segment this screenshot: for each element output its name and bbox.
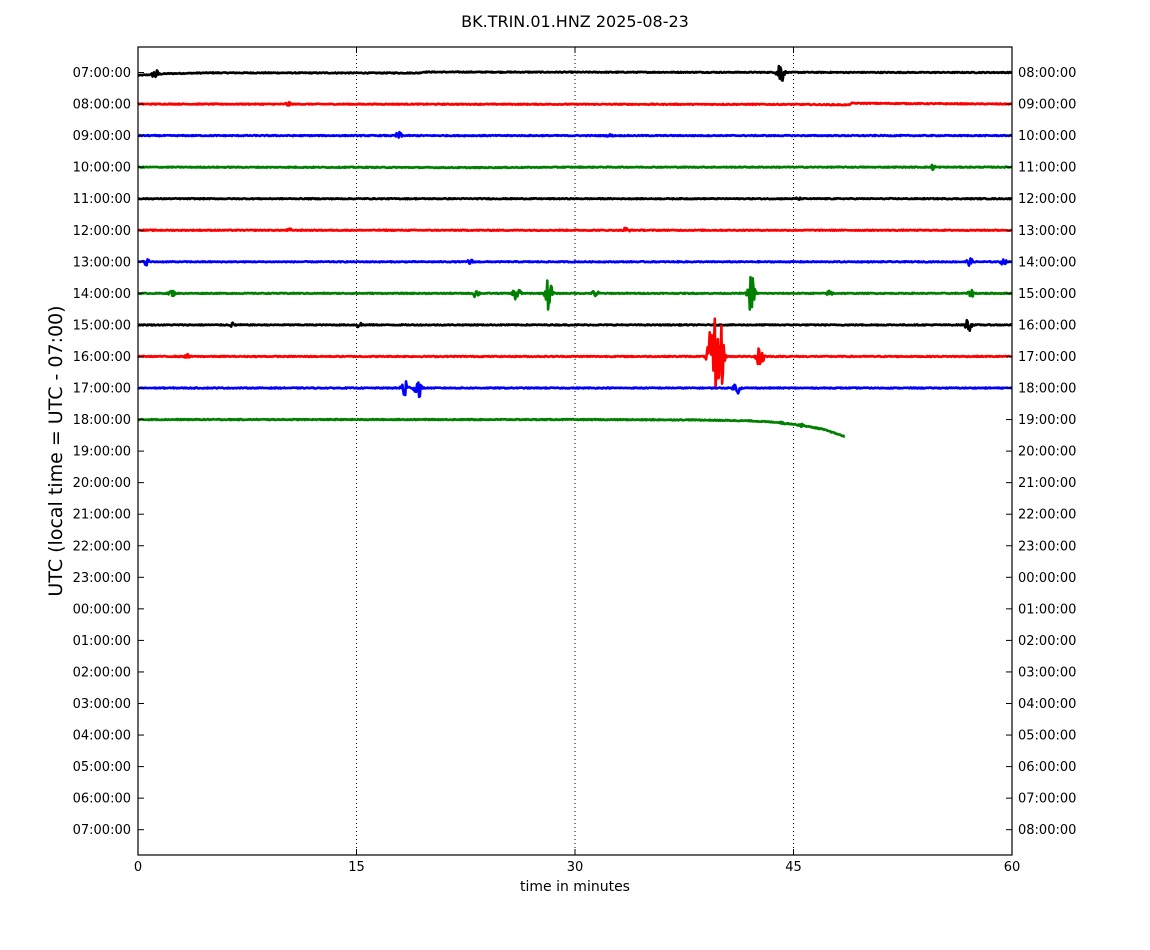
left-tick-label: 10:00:00 xyxy=(73,161,131,176)
left-tick-label: 01:00:00 xyxy=(73,634,131,649)
trace-line xyxy=(136,101,1013,107)
x-tick-label: 45 xyxy=(785,860,802,875)
y-axis-label: UTC (local time = UTC - 07:00) xyxy=(45,305,67,596)
right-tick-label: 18:00:00 xyxy=(1018,382,1076,397)
left-tick-labels: 07:00:00 08:00:00 09:00:00 10:00:00 11:00:00… xyxy=(73,66,131,838)
right-tick-label: 06:00:00 xyxy=(1018,760,1076,775)
right-tick-label: 03:00:00 xyxy=(1018,665,1076,680)
right-tick-label: 11:00:00 xyxy=(1018,161,1076,176)
left-tick-label: 22:00:00 xyxy=(73,539,131,554)
trace-line xyxy=(137,417,846,438)
x-tick-label: 60 xyxy=(1004,860,1021,875)
left-tick-label: 17:00:00 xyxy=(73,382,131,397)
right-tick-label: 00:00:00 xyxy=(1018,571,1076,586)
right-tick-label: 22:00:00 xyxy=(1018,508,1076,523)
right-tick-label: 20:00:00 xyxy=(1018,445,1076,460)
trace-line xyxy=(137,275,1013,311)
right-tick-label: 14:00:00 xyxy=(1018,255,1076,270)
right-tick-label: 16:00:00 xyxy=(1018,318,1076,333)
right-tick-label: 02:00:00 xyxy=(1018,634,1076,649)
left-tick-label: 07:00:00 xyxy=(73,66,131,81)
right-tick-label: 15:00:00 xyxy=(1018,287,1076,302)
x-tick-label: 30 xyxy=(567,860,584,875)
right-tick-label: 21:00:00 xyxy=(1018,476,1076,491)
left-tick-label: 20:00:00 xyxy=(73,476,131,491)
right-tick-label: 04:00:00 xyxy=(1018,697,1076,712)
trace-line xyxy=(137,130,1013,139)
right-tick-label: 07:00:00 xyxy=(1018,792,1076,807)
trace-line xyxy=(137,318,1013,333)
right-tick-label: 13:00:00 xyxy=(1018,224,1076,239)
trace-line xyxy=(137,163,1013,172)
right-tick-label: 17:00:00 xyxy=(1018,350,1076,365)
left-tick-label: 15:00:00 xyxy=(73,318,131,333)
right-tick-label: 08:00:00 xyxy=(1018,66,1076,81)
left-tick-label: 09:00:00 xyxy=(73,129,131,144)
trace-line xyxy=(137,226,1013,233)
x-tick-labels: 0 15 30 45 60 xyxy=(134,860,1020,875)
left-tick-label: 11:00:00 xyxy=(73,192,131,207)
left-tick-label: 06:00:00 xyxy=(73,792,131,807)
left-tick-label: 00:00:00 xyxy=(73,602,131,617)
left-tick-label: 07:00:00 xyxy=(73,823,131,838)
trace-line xyxy=(137,317,1013,390)
x-tick-label: 0 xyxy=(134,860,142,875)
left-tick-label: 02:00:00 xyxy=(73,665,131,680)
right-tick-label: 08:00:00 xyxy=(1018,823,1076,838)
x-axis-label: time in minutes xyxy=(520,879,630,895)
left-tick-label: 14:00:00 xyxy=(73,287,131,302)
left-tick-label: 19:00:00 xyxy=(73,445,131,460)
trace-lines xyxy=(136,64,1013,438)
right-tick-label: 10:00:00 xyxy=(1018,129,1076,144)
left-tick-label: 23:00:00 xyxy=(73,571,131,586)
right-tick-label: 12:00:00 xyxy=(1018,192,1076,207)
chart-title: BK.TRIN.01.HNZ 2025-08-23 xyxy=(461,12,689,31)
right-tick-label: 19:00:00 xyxy=(1018,413,1076,428)
left-tick-label: 21:00:00 xyxy=(73,508,131,523)
left-tick-label: 13:00:00 xyxy=(73,255,131,270)
left-tick-label: 05:00:00 xyxy=(73,760,131,775)
right-tick-labels: 08:00:00 09:00:00 10:00:00 11:00:00 12:00:00… xyxy=(1018,66,1076,838)
right-tick-label: 05:00:00 xyxy=(1018,729,1076,744)
trace-line xyxy=(137,380,1013,399)
left-tick-label: 12:00:00 xyxy=(73,224,131,239)
right-tick-label: 23:00:00 xyxy=(1018,539,1076,554)
left-tick-label: 03:00:00 xyxy=(73,697,131,712)
left-tick-label: 08:00:00 xyxy=(73,98,131,113)
x-tick-label: 15 xyxy=(348,860,365,875)
trace-line xyxy=(137,196,1013,201)
trace-line xyxy=(137,64,1013,82)
left-tick-label: 18:00:00 xyxy=(73,413,131,428)
left-tick-label: 16:00:00 xyxy=(73,350,131,365)
grid-lines xyxy=(356,47,794,855)
axis-ticks xyxy=(137,47,1013,855)
right-tick-label: 09:00:00 xyxy=(1018,98,1076,113)
trace-line xyxy=(137,257,1013,267)
left-tick-label: 04:00:00 xyxy=(73,729,131,744)
right-tick-label: 01:00:00 xyxy=(1018,602,1076,617)
